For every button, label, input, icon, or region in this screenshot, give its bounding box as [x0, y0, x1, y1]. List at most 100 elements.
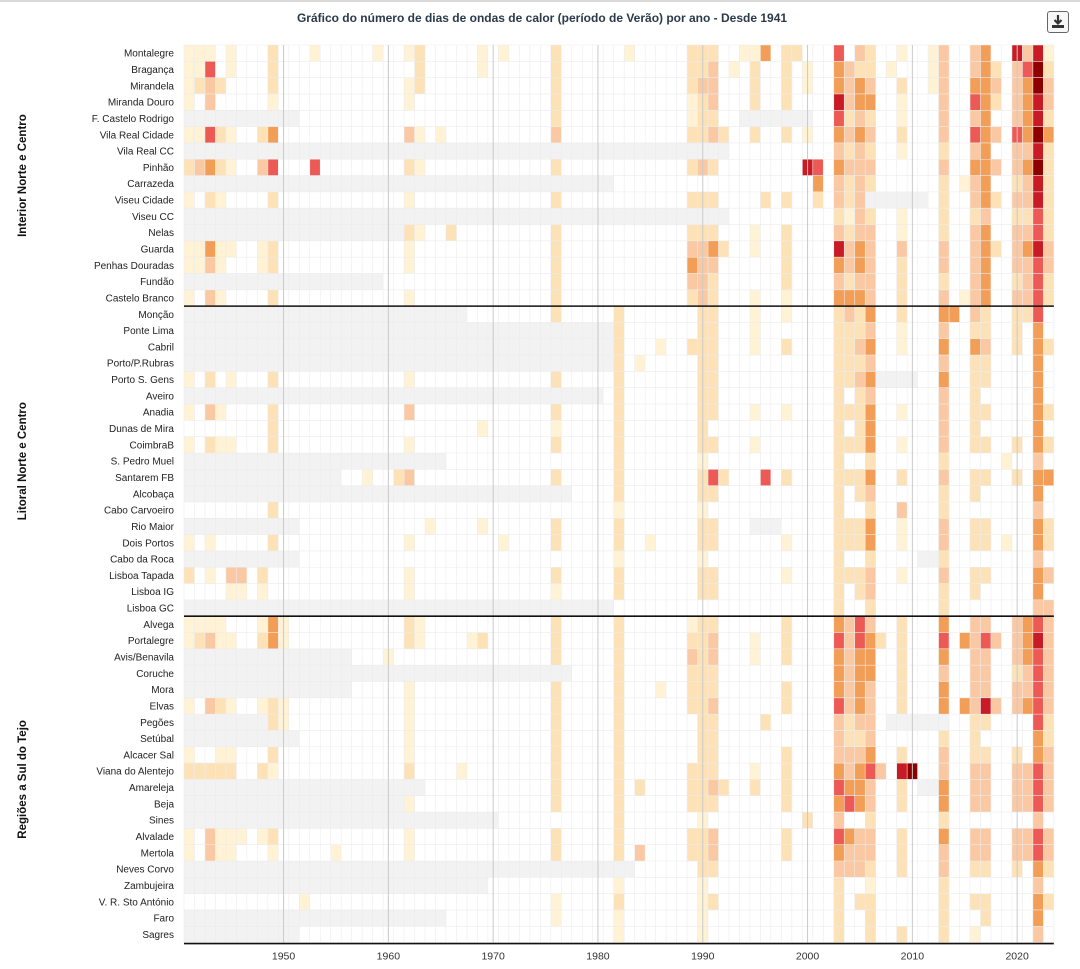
- heat-cell: [184, 501, 195, 519]
- heat-cell: [184, 306, 195, 323]
- heat-cell: [571, 322, 583, 339]
- heat-cell: [561, 110, 572, 127]
- heat-cell: [425, 828, 436, 845]
- heat-cell: [204, 453, 216, 470]
- heat-cell: [435, 665, 446, 682]
- heat-cell: [582, 599, 593, 617]
- station-label: Amareleja: [129, 783, 174, 794]
- heat-cell: [739, 730, 750, 747]
- heat-cell: [823, 240, 834, 258]
- heat-cell: [980, 844, 991, 861]
- heat-cell: [362, 909, 373, 927]
- heat-cell: [215, 240, 226, 258]
- heat-cell: [959, 453, 970, 470]
- heat-cell: [351, 322, 363, 339]
- heat-cell: [718, 289, 729, 307]
- heat-cell: [204, 550, 216, 568]
- heat-cell: [1001, 550, 1012, 568]
- heat-cell: [959, 110, 970, 127]
- heat-cell: [550, 616, 562, 633]
- heat-cell: [949, 257, 960, 274]
- heat-cell: [184, 175, 195, 192]
- heat-cell: [1032, 501, 1044, 519]
- heat-cell: [718, 518, 729, 535]
- heat-cell: [666, 632, 677, 649]
- heat-cell: [320, 420, 331, 437]
- heat-cell: [739, 567, 750, 584]
- heat-cell: [288, 273, 300, 290]
- heat-cell: [970, 142, 981, 160]
- heat-cell: [770, 45, 782, 62]
- heat-cell: [896, 77, 908, 94]
- heat-cell: [687, 306, 698, 323]
- heat-cell: [1032, 420, 1044, 437]
- heat-cell: [341, 583, 352, 600]
- heat-cell: [540, 909, 551, 927]
- heat-cell: [760, 844, 771, 861]
- heat-cell: [1032, 665, 1044, 682]
- heat-cell: [571, 877, 583, 894]
- heat-cell: [949, 322, 960, 339]
- heat-cell: [823, 648, 834, 666]
- heat-cell: [634, 257, 646, 274]
- heat-cell: [320, 175, 331, 192]
- heat-cell: [582, 567, 593, 584]
- download-button[interactable]: [1047, 11, 1069, 33]
- heat-cell: [781, 322, 792, 339]
- heat-cell: [236, 730, 247, 747]
- heat-cell: [676, 730, 688, 747]
- heat-cell: [613, 632, 625, 649]
- heat-cell: [351, 159, 363, 176]
- heat-cell: [823, 877, 834, 894]
- heat-cell: [613, 567, 625, 584]
- heat-cell: [456, 926, 467, 943]
- heat-cell: [603, 648, 614, 666]
- heat-cell: [645, 436, 656, 453]
- heat-cell: [980, 697, 991, 715]
- heat-cell: [854, 371, 866, 388]
- heat-cell: [613, 93, 625, 111]
- heat-cell: [970, 893, 981, 910]
- heat-cell: [959, 77, 970, 94]
- heat-cell: [362, 632, 373, 649]
- heat-cell: [1043, 469, 1054, 486]
- heat-cell: [194, 828, 205, 845]
- heat-cell: [456, 648, 467, 666]
- heat-cell: [362, 828, 373, 845]
- heat-cell: [896, 795, 908, 813]
- heat-cell: [739, 61, 750, 78]
- heat-cell: [309, 371, 321, 388]
- heat-cell: [990, 208, 1002, 225]
- heat-cell: [823, 599, 834, 617]
- heat-cell: [456, 126, 467, 143]
- heat-cell: [320, 665, 331, 682]
- heat-cell: [456, 355, 467, 372]
- heat-cell: [886, 306, 897, 323]
- station-label: Faro: [153, 914, 174, 925]
- heat-cell: [854, 45, 866, 62]
- heat-cell: [414, 61, 426, 78]
- heat-cell: [561, 142, 572, 160]
- heat-cell: [446, 632, 457, 649]
- heat-cell: [582, 583, 593, 600]
- heat-cell: [917, 665, 929, 682]
- heat-cell: [404, 371, 415, 388]
- heat-cell: [917, 159, 929, 176]
- heat-cell: [896, 126, 908, 143]
- heat-cell: [1001, 93, 1012, 111]
- heat-cell: [781, 909, 792, 927]
- heat-cell: [225, 126, 237, 143]
- heat-cell: [875, 273, 887, 290]
- heat-cell: [582, 355, 593, 372]
- heat-cell: [928, 616, 939, 633]
- heat-cell: [1022, 404, 1033, 421]
- heat-cell: [970, 93, 981, 111]
- heat-cell: [938, 632, 950, 649]
- heat-cell: [959, 355, 970, 372]
- heat-cell: [886, 371, 897, 388]
- heat-cell: [288, 126, 300, 143]
- heat-cell: [613, 795, 625, 813]
- heat-cell: [561, 714, 572, 731]
- heat-cell: [823, 746, 834, 764]
- heat-cell: [959, 893, 970, 910]
